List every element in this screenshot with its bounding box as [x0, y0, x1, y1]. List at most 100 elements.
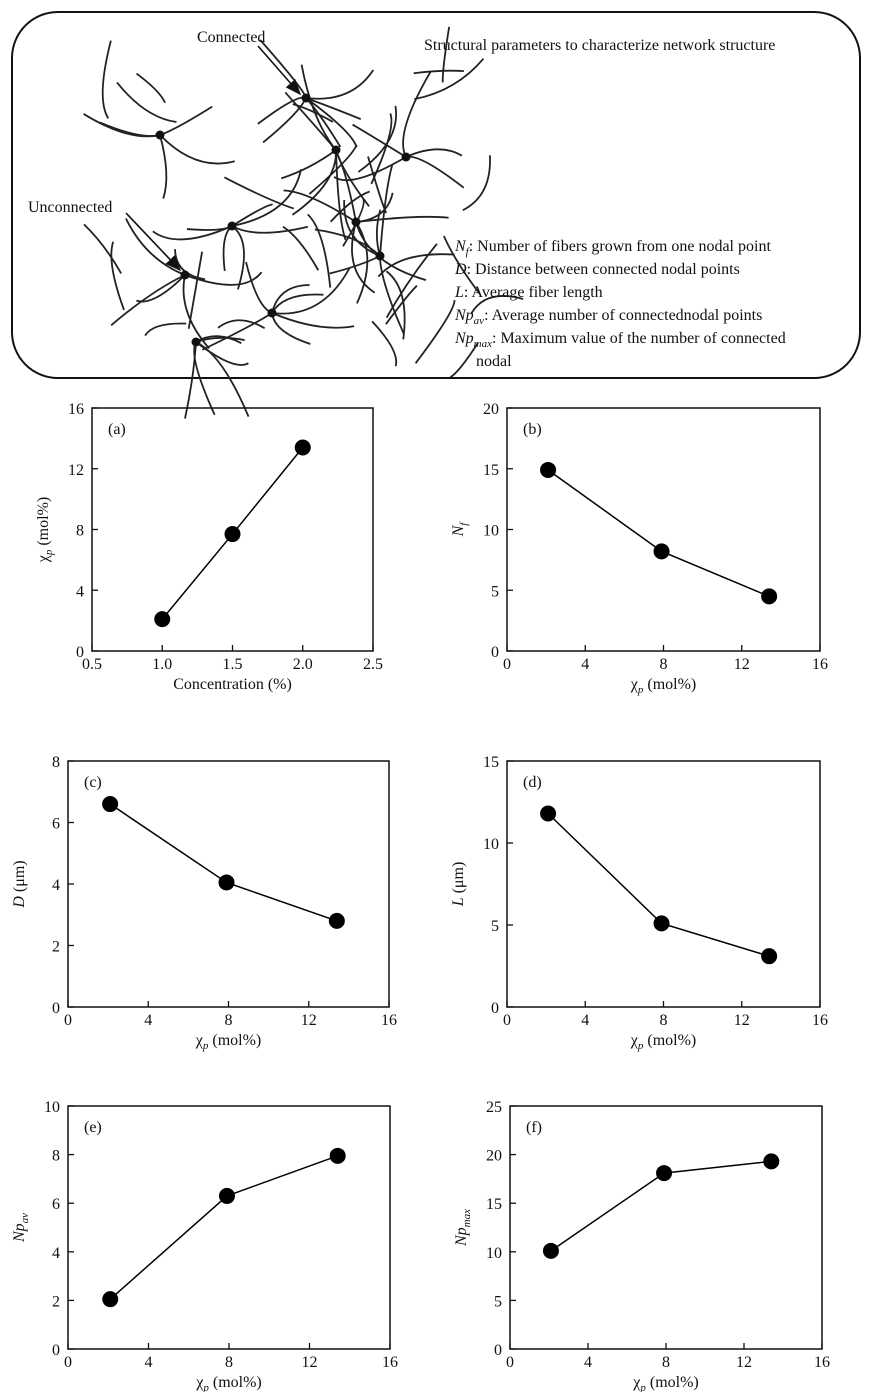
fiber: [271, 284, 310, 314]
arrow: [257, 45, 302, 96]
panel-label: (e): [84, 1119, 102, 1136]
y-tick-label: 25: [486, 1099, 502, 1116]
label-base: Np: [11, 1223, 28, 1243]
subscript: f: [466, 246, 471, 258]
label-subscript: p: [639, 1382, 646, 1392]
fiber: [83, 113, 161, 138]
fiber: [305, 97, 358, 148]
fiber: [174, 249, 206, 281]
nodal-point: [331, 145, 341, 155]
definition: Npav: Average number of connectednodal p…: [454, 307, 762, 327]
x-tick-label: 8: [662, 1354, 670, 1371]
plot-frame: [506, 407, 821, 652]
fiber: [335, 149, 370, 207]
data-point: [540, 805, 557, 822]
nodal-point: [301, 93, 311, 103]
fiber: [259, 39, 307, 99]
fiber: [405, 155, 465, 189]
fiber: [385, 285, 418, 325]
data-point: [218, 1187, 235, 1204]
fiber: [441, 26, 451, 83]
fiber: [136, 274, 186, 303]
axis-label: Npmax: [453, 1209, 473, 1247]
axis-label: Concentration (%): [173, 676, 292, 693]
axis-label: L (μm): [450, 862, 467, 908]
fiber: [271, 312, 355, 329]
definition-text: : Average fiber length: [464, 284, 603, 301]
fiber: [443, 235, 481, 295]
fiber: [271, 312, 311, 345]
definition: Npmax: Maximum value of the number of co…: [454, 330, 786, 350]
fiber: [217, 319, 266, 330]
fiber: [280, 149, 337, 180]
label-text: (mol%): [643, 1032, 696, 1049]
fiber: [231, 225, 245, 290]
plot-frame: [67, 1105, 391, 1350]
panel-label: (d): [523, 774, 542, 791]
subscript: av: [474, 315, 485, 327]
axis-label: D (μm): [11, 860, 28, 908]
fiber: [224, 176, 295, 210]
plot-frame: [506, 760, 821, 1008]
x-tick-label: 0.5: [82, 656, 102, 673]
label-text: (mol%): [208, 1032, 261, 1049]
fiber: [370, 113, 393, 185]
fiber: [152, 225, 233, 241]
fiber: [405, 148, 463, 158]
y-tick-label: 15: [483, 754, 499, 771]
fiber: [144, 322, 187, 337]
label-subscript: max: [461, 1209, 473, 1227]
connected-label: Connected: [197, 29, 265, 46]
y-tick-label: 8: [76, 523, 84, 540]
axis-label: Npav: [11, 1213, 31, 1243]
data-line: [547, 469, 770, 598]
y-tick-label: 20: [483, 401, 499, 418]
data-point: [154, 611, 171, 628]
data-line: [109, 803, 338, 922]
x-tick-label: 16: [381, 1012, 397, 1029]
label-base: Np: [453, 1227, 470, 1247]
y-tick-label: 4: [52, 1245, 60, 1262]
fiber: [414, 300, 456, 364]
data-point: [329, 1147, 346, 1164]
fiber: [355, 221, 369, 304]
fiber: [305, 69, 375, 100]
fiber: [371, 320, 398, 367]
label-text: (μm): [450, 862, 467, 898]
x-tick-label: 8: [660, 1012, 668, 1029]
fiber: [231, 225, 309, 234]
label-text: (mol%): [646, 1374, 699, 1391]
fiber: [245, 261, 273, 314]
label-base: χ: [632, 1374, 641, 1391]
data-point: [102, 796, 119, 813]
label-base: χ: [630, 676, 639, 693]
fiber: [110, 241, 125, 311]
x-tick-label: 0: [64, 1012, 72, 1029]
fiber: [462, 155, 491, 212]
fiber: [231, 169, 302, 227]
nodal-point: [191, 337, 201, 347]
fiber: [184, 341, 197, 419]
y-tick-label: 12: [68, 462, 84, 479]
y-tick-label: 2: [52, 939, 60, 956]
definitions: Nf: Number of fibers grown from one noda…: [454, 238, 786, 370]
x-tick-label: 1.0: [152, 656, 172, 673]
y-tick-label: 10: [483, 836, 499, 853]
fiber: [307, 213, 332, 288]
fiber: [379, 164, 394, 257]
fiber: [385, 243, 438, 319]
network-drawing: [83, 26, 524, 419]
fiber: [222, 225, 233, 272]
nodal-point: [180, 270, 190, 280]
plot-frame: [509, 1105, 823, 1350]
fiber: [291, 149, 337, 216]
fiber: [195, 341, 250, 418]
x-tick-label: 4: [145, 1354, 153, 1371]
fiber: [187, 251, 203, 329]
y-tick-label: 0: [52, 1000, 60, 1017]
y-tick-label: 0: [52, 1342, 60, 1359]
x-tick-label: 12: [736, 1354, 752, 1371]
x-tick-label: 16: [382, 1354, 398, 1371]
fiber: [257, 96, 307, 125]
label-base: χ: [35, 554, 52, 563]
